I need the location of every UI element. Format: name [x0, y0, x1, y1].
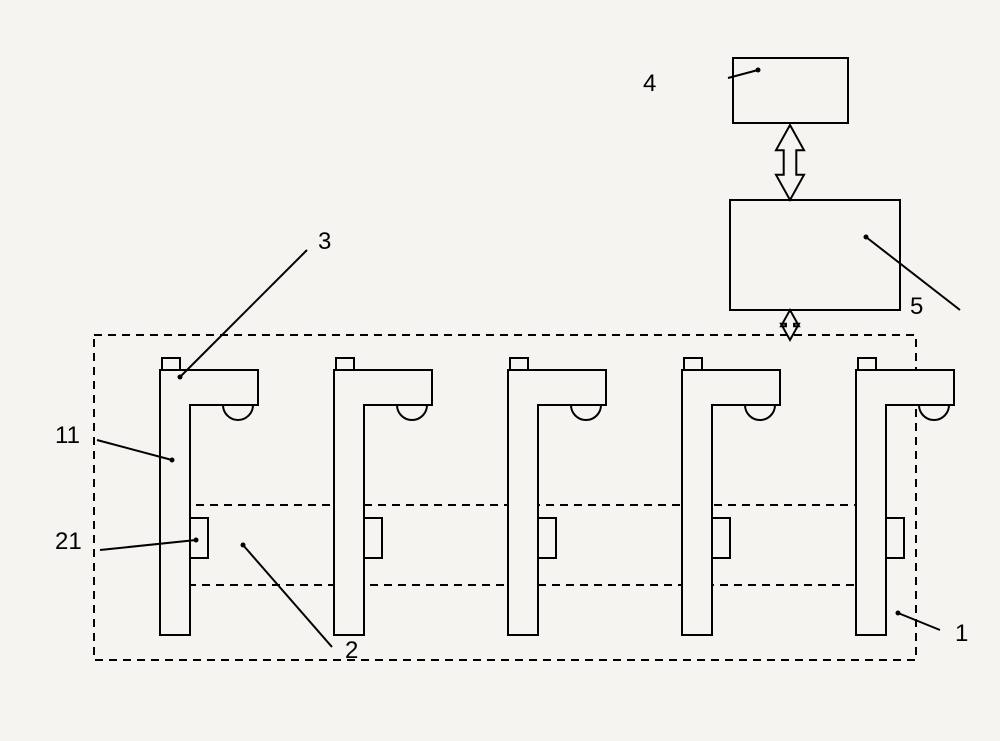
label-11: 11	[55, 422, 80, 450]
label-5: 5	[910, 293, 923, 321]
diagram-canvas	[0, 0, 1000, 741]
label-21: 21	[55, 528, 82, 556]
label-4: 4	[643, 70, 656, 98]
label-1: 1	[955, 620, 968, 648]
label-3: 3	[318, 228, 331, 256]
label-2: 2	[345, 637, 358, 665]
